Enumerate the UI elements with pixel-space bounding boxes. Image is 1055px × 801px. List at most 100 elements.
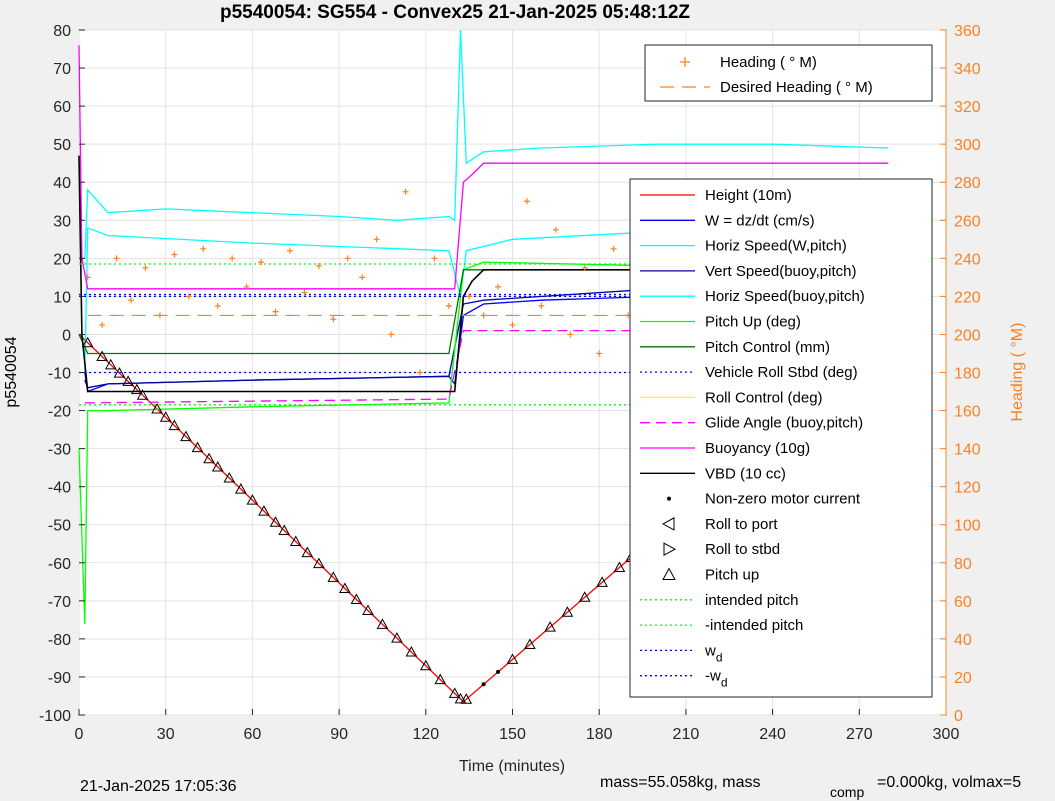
pitch-up-marker: [104, 358, 117, 370]
y-tick-label: 50: [53, 137, 71, 154]
y2-tick-label: 280: [954, 175, 981, 192]
heading-mark: [286, 247, 293, 254]
heading-mark: [330, 316, 337, 323]
pitch-up-marker: [81, 336, 94, 348]
pitch-up-marker: [419, 659, 432, 671]
legend-label: intended pitch: [705, 592, 798, 609]
x-tick-label: 90: [330, 726, 348, 743]
pitch-up-marker: [191, 441, 204, 453]
heading-legend-box: [644, 44, 933, 102]
pitch-up-marker: [246, 494, 259, 505]
pitch-up-marker: [561, 606, 574, 617]
y2-tick-label: 320: [954, 99, 981, 116]
y-tick-label: -100: [39, 708, 71, 725]
heading-mark: [156, 312, 163, 319]
heading-mark: [373, 236, 380, 243]
series-line: [78, 45, 889, 290]
legend-label: Horiz Speed(W,pitch): [705, 238, 847, 255]
legend-label: Glide Angle (buoy,pitch): [705, 415, 863, 432]
pitch-up-marker: [180, 430, 192, 442]
pitch-up-marker: [327, 571, 340, 582]
legend-swatch: [667, 496, 671, 501]
y-tick-label: -70: [48, 594, 71, 611]
heading-mark: [142, 264, 149, 271]
motor-current-marker: [481, 682, 486, 687]
y2-tick-label: 300: [954, 137, 981, 154]
heading-mark: [128, 297, 135, 304]
y2-tick-label: 240: [954, 251, 981, 268]
pitch-up-marker: [278, 524, 291, 535]
legend-label: Vert Speed(buoy,pitch): [705, 263, 856, 280]
y2-tick-label: 60: [954, 594, 972, 611]
series-line: [78, 155, 889, 393]
legend-label: Roll Control (deg): [705, 389, 823, 406]
pitch-up-marker: [391, 632, 403, 643]
heading-mark: [445, 302, 452, 309]
legend-label: -intended pitch: [705, 617, 803, 634]
y-tick-label: -10: [48, 366, 71, 383]
x-tick-label: 120: [412, 726, 439, 743]
pitch-up-marker: [269, 516, 282, 527]
heading-mark: [315, 262, 322, 269]
y2-axis-label: Heading ( °M): [1009, 323, 1026, 422]
pitch-up-marker: [405, 645, 418, 657]
y-tick-label: 20: [53, 251, 71, 268]
x-axis-label: Time (minutes): [459, 758, 565, 775]
legend-label-sub: d: [721, 676, 728, 690]
legend-label: Vehicle Roll Stbd (deg): [705, 364, 858, 381]
heading-mark: [171, 251, 178, 258]
legend-swatch: [662, 567, 676, 580]
legend-label: W = dz/dt (cm/s): [705, 212, 815, 229]
x-tick-label: 0: [75, 726, 84, 743]
series-line: [84, 226, 889, 373]
pitch-up-marker: [448, 687, 461, 698]
legend-label: Height (10m): [705, 187, 792, 204]
legend-label: Roll to port: [705, 516, 778, 533]
pitch-up-marker: [339, 582, 351, 593]
legend-swatch: [663, 542, 677, 557]
y-tick-label: 40: [53, 175, 71, 192]
pitch-up-marker: [96, 350, 108, 362]
pitch-up-marker: [596, 576, 608, 587]
heading-mark: [388, 331, 395, 338]
pitch-up-marker: [211, 460, 224, 472]
heading-mark: [344, 255, 351, 262]
legend-label-sub: d: [716, 650, 723, 664]
heading-mark: [509, 321, 516, 328]
heading-mark: [243, 283, 250, 290]
legend-swatch: [661, 517, 675, 531]
pitch-up-marker: [130, 383, 143, 395]
heading-mark: [538, 302, 545, 309]
heading-mark: [402, 188, 409, 195]
legend-label: Pitch Control (mm): [705, 339, 830, 356]
heading-mark: [596, 350, 603, 357]
y-tick-label: -40: [48, 480, 71, 497]
y-tick-label: -60: [48, 556, 71, 573]
x-tick-label: 270: [846, 726, 873, 743]
legend-label: VBD (10 cc): [705, 465, 786, 482]
heading-mark: [258, 259, 265, 266]
heading-mark: [200, 245, 207, 252]
y2-tick-label: 200: [954, 327, 981, 344]
legend-swatch: [680, 57, 690, 67]
y2-tick-label: 80: [954, 556, 972, 573]
x-tick-label: 180: [586, 726, 613, 743]
y-tick-label: 60: [53, 99, 71, 116]
pitch-up-marker: [460, 693, 473, 704]
y-axis-label: p5540054: [3, 336, 20, 407]
y2-tick-label: 160: [954, 404, 981, 421]
pitch-up-marker: [159, 411, 172, 422]
heading-mark: [610, 245, 617, 252]
y-tick-label: -90: [48, 670, 71, 687]
pitch-up-marker: [578, 591, 591, 602]
y-tick-label: 10: [53, 289, 71, 306]
pitch-up-marker: [234, 483, 247, 494]
x-tick-label: 60: [244, 726, 262, 743]
footer-date: 21-Jan-2025 17:05:36: [80, 778, 237, 795]
x-tick-label: 300: [933, 726, 960, 743]
pitch-up-marker: [301, 546, 314, 558]
y2-tick-label: 0: [954, 708, 963, 725]
pitch-up-marker: [544, 621, 556, 632]
pitch-up-marker: [350, 593, 363, 605]
